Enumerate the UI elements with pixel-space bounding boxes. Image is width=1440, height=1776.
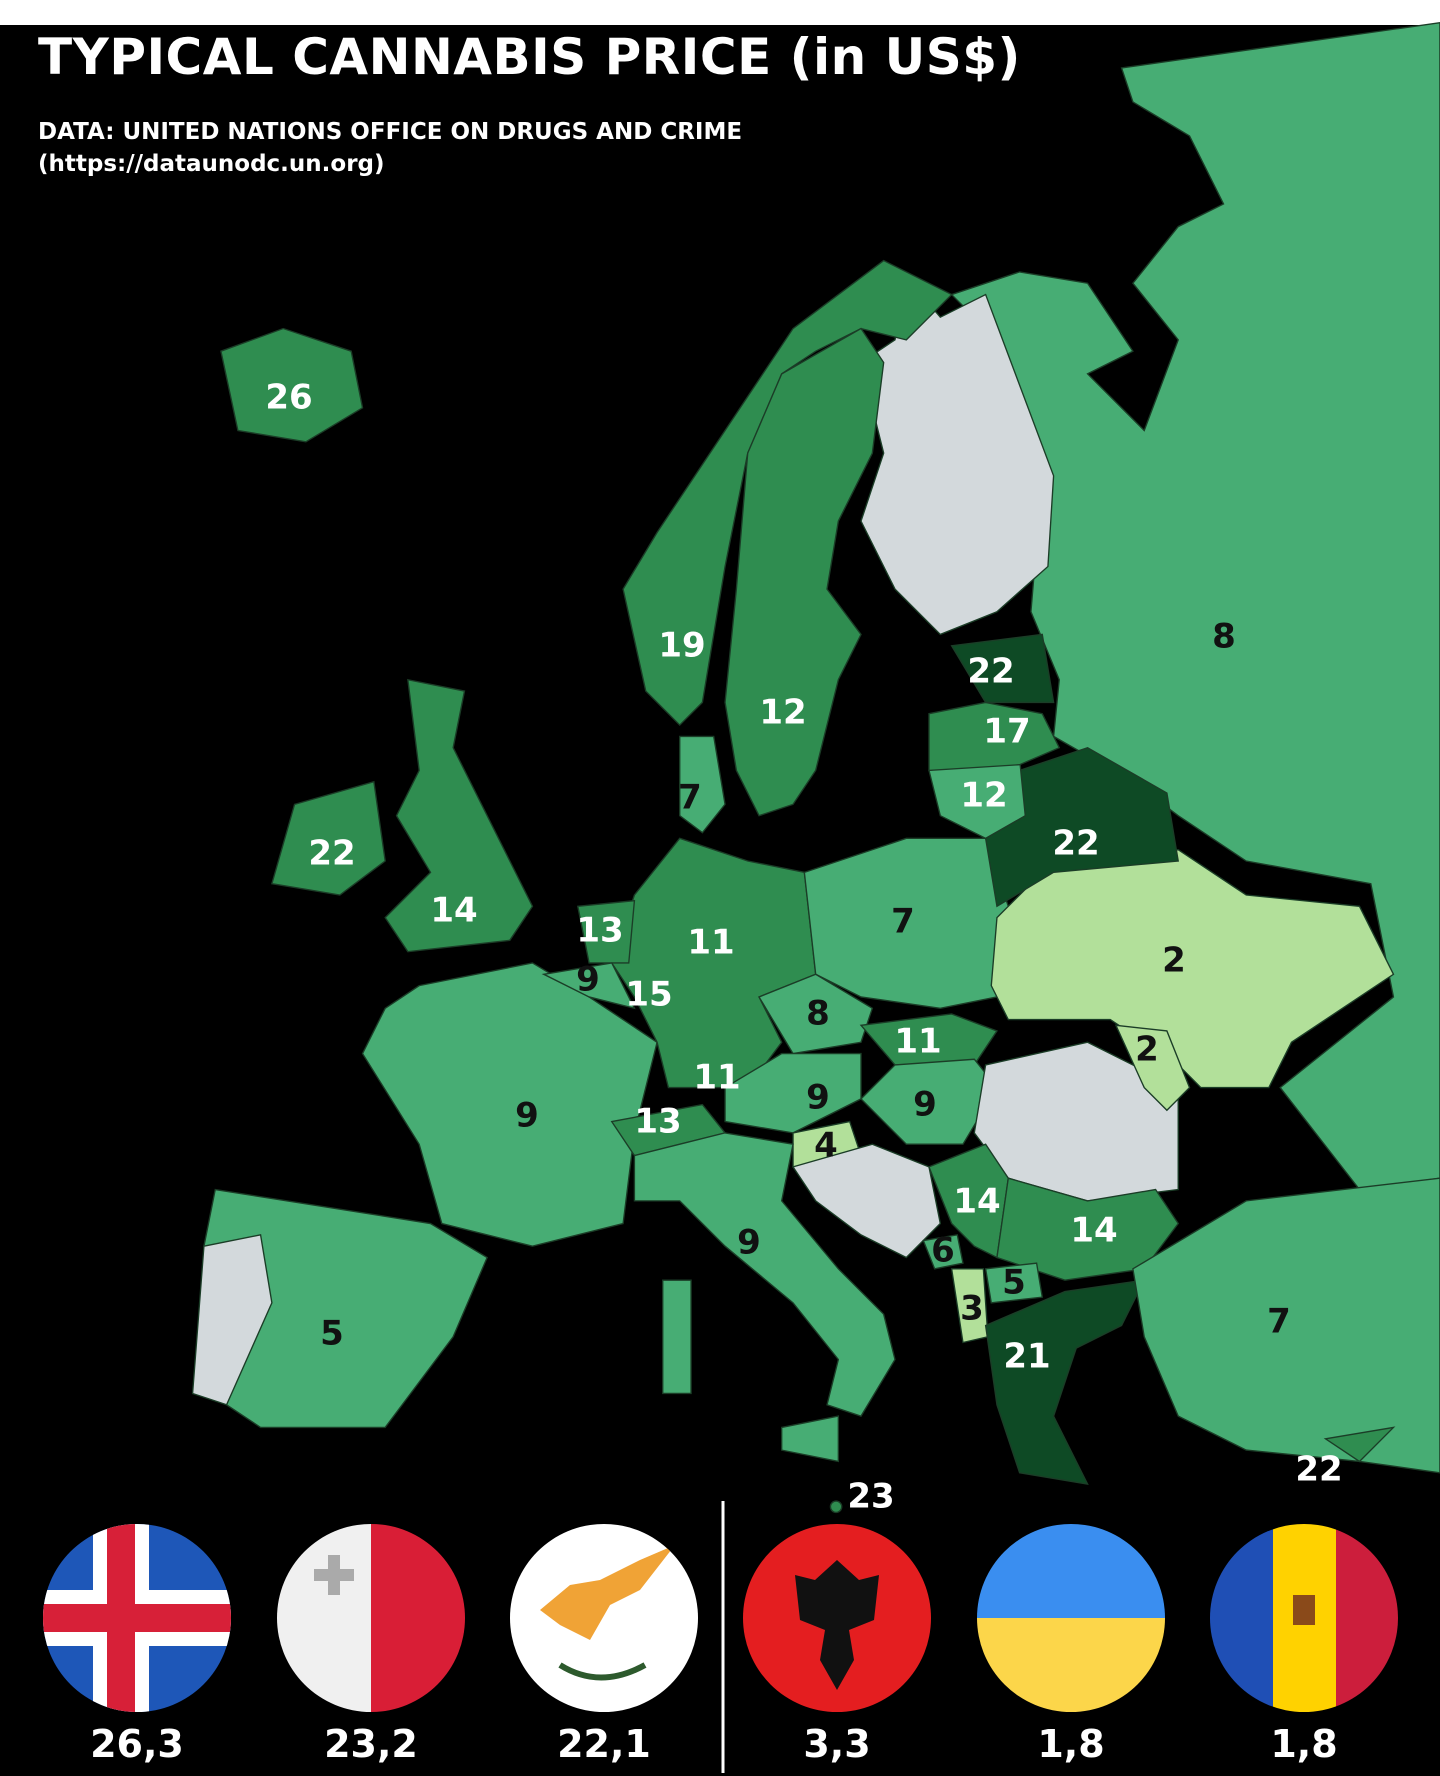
belgium-region [541, 962, 636, 1010]
montenegro-region [922, 1234, 964, 1270]
albania-flag [743, 1524, 931, 1712]
cyprus-label: 22 [1295, 1450, 1342, 1490]
moldova-price: 1,8 [1270, 1722, 1337, 1766]
germany-region [611, 837, 817, 1089]
ukraine-label: 2 [1162, 941, 1186, 981]
united-kingdom-label: 14 [430, 891, 477, 931]
slovakia-label: 11 [894, 1022, 941, 1062]
cyprus-price: 22,1 [557, 1722, 651, 1766]
belgium-label: 9 [576, 960, 600, 1000]
moldova-flag [1210, 1524, 1398, 1712]
latvia-label: 17 [983, 712, 1030, 752]
norway-label: 19 [658, 626, 705, 666]
greece-region [984, 1279, 1146, 1485]
italy-label: 9 [737, 1223, 761, 1263]
malta-price: 23,2 [324, 1722, 418, 1766]
moldova-label: 2 [1135, 1030, 1159, 1070]
malta-label: 23 [847, 1477, 894, 1517]
spain-label: 5 [320, 1314, 344, 1354]
sicily-region [781, 1415, 840, 1463]
sweden-label: 12 [759, 693, 806, 733]
germany-label: 11 [687, 923, 734, 963]
ireland-region [271, 780, 386, 896]
switzerland-label: 13 [634, 1102, 681, 1142]
ukraine-flag [977, 1524, 1165, 1712]
russia-label: 8 [1212, 617, 1236, 657]
italy-region [633, 1132, 896, 1417]
north-macedonia-label: 5 [1002, 1263, 1026, 1303]
bulgaria-label: 14 [1070, 1211, 1117, 1251]
sardinia-region [662, 1279, 692, 1395]
albania-price: 3,3 [803, 1722, 870, 1766]
turkey-label: 7 [1267, 1302, 1291, 1342]
montenegro-label: 6 [931, 1231, 955, 1271]
netherlands-region [576, 899, 636, 964]
poland-label: 7 [891, 902, 915, 942]
estonia-region [950, 633, 1055, 704]
slovenia-label: 4 [814, 1126, 838, 1166]
malta-region [829, 1500, 843, 1514]
estonia-label: 22 [967, 652, 1014, 692]
ukraine-price: 1,8 [1037, 1722, 1104, 1766]
belarus-label: 22 [1052, 824, 1099, 864]
slovakia-region [859, 1013, 998, 1066]
denmark-label: 7 [678, 778, 702, 818]
iceland-label: 26 [265, 378, 312, 418]
data-source: DATA: UNITED NATIONS OFFICE ON DRUGS AND… [38, 119, 743, 145]
iceland-region [220, 327, 364, 443]
france-label: 9 [515, 1096, 539, 1136]
north-macedonia-region [984, 1262, 1044, 1304]
netherlands-label: 13 [576, 911, 623, 951]
albania-label: 3 [960, 1289, 984, 1329]
belarus-region [984, 746, 1180, 908]
liechtenstein-label: 11 [693, 1058, 740, 1098]
page-title: TYPICAL CANNABIS PRICE (in US$) [38, 28, 1021, 86]
norway-region [622, 259, 953, 727]
bulgaria-region [996, 1177, 1180, 1281]
iceland-price: 26,3 [90, 1722, 184, 1766]
iceland-flag [43, 1524, 231, 1712]
data-source-url: (https://dataunodc.un.org) [38, 151, 385, 177]
denmark-region [679, 735, 726, 834]
flag-values: 26,3 23,2 22,1 3,3 1,8 1,8 [90, 1722, 1338, 1766]
lithuania-label: 12 [960, 776, 1007, 816]
luxembourg-label: 15 [625, 975, 672, 1015]
greece-label: 21 [1003, 1337, 1050, 1377]
cyprus-flag [510, 1524, 698, 1712]
moldova-region [1114, 1024, 1191, 1112]
ukraine-region [990, 848, 1395, 1089]
ireland-label: 22 [308, 834, 355, 874]
hungary-label: 9 [913, 1085, 937, 1125]
cyprus-region [1323, 1426, 1396, 1463]
malta-flag [277, 1524, 465, 1712]
sweden-region [724, 327, 885, 817]
uk-region [384, 678, 534, 953]
austria-label: 9 [806, 1078, 830, 1118]
czechia-label: 8 [806, 994, 830, 1034]
portugal-region [191, 1234, 273, 1406]
serbia-label: 14 [953, 1182, 1000, 1222]
